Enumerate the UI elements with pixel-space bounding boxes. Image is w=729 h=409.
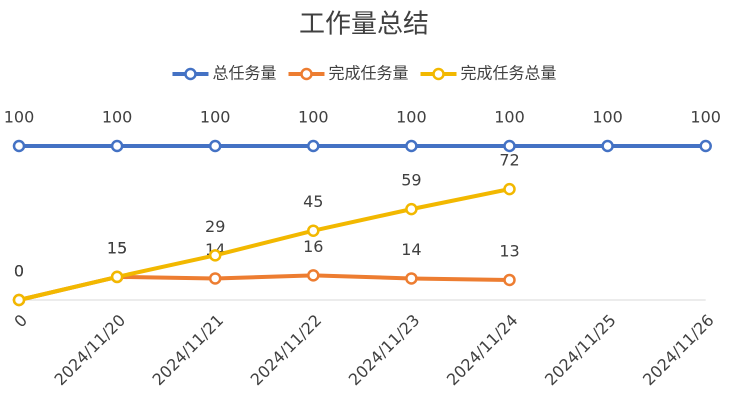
data-label: 29 — [205, 217, 225, 236]
x-tick-label: 2024/11/23 — [345, 311, 424, 390]
point — [12, 293, 26, 307]
x-tick-label: 2024/11/25 — [541, 311, 620, 390]
data-label: 100 — [298, 108, 329, 127]
x-tick-label: 0 — [10, 311, 31, 332]
data-label: 100 — [690, 108, 721, 127]
data-label: 100 — [200, 108, 231, 127]
point — [405, 202, 418, 216]
legend-marker — [432, 67, 445, 81]
data-label: 100 — [4, 108, 35, 127]
point — [208, 272, 222, 285]
point — [208, 139, 222, 153]
point — [12, 139, 26, 153]
data-label: 72 — [499, 151, 519, 170]
data-label: 15 — [107, 238, 127, 257]
data-label: 100 — [494, 108, 525, 127]
legend-marker — [300, 67, 313, 81]
x-tick-label: 2024/11/21 — [149, 311, 228, 390]
data-label: 14 — [401, 240, 421, 259]
data-label: 59 — [401, 171, 421, 190]
point — [405, 272, 418, 285]
series-line — [18, 273, 510, 302]
point — [208, 249, 222, 262]
x-tick-label: 2024/11/22 — [247, 311, 326, 390]
data-label: 100 — [396, 108, 427, 127]
point — [307, 224, 320, 237]
data-label: 100 — [592, 108, 623, 127]
data-label: 0 — [14, 262, 24, 281]
point — [601, 139, 614, 153]
point — [699, 139, 712, 153]
point — [307, 269, 320, 282]
data-label: 13 — [499, 241, 519, 260]
point — [503, 273, 516, 287]
point — [503, 182, 516, 196]
data-label: 15 — [107, 238, 127, 257]
x-tick-label: 2024/11/20 — [50, 311, 129, 390]
data-label: 16 — [303, 237, 323, 256]
point — [405, 139, 418, 153]
point — [307, 139, 320, 153]
legend: 总任务量 完成任务量 完成任务总量 — [172, 64, 557, 83]
data-label: 45 — [303, 192, 323, 211]
series-line — [18, 187, 510, 302]
x-tick-label: 2024/11/24 — [443, 311, 522, 390]
data-label: 0 — [14, 262, 24, 281]
point — [503, 139, 516, 153]
data-label: 100 — [102, 108, 133, 127]
legend-label: 完成任务量 — [328, 64, 408, 83]
chart-title: 工作量总结 — [299, 10, 429, 40]
legend-marker — [184, 67, 197, 81]
point — [110, 139, 124, 153]
x-tick-label: 2024/11/26 — [639, 311, 718, 390]
point — [110, 270, 124, 284]
legend-label: 总任务量 — [212, 64, 276, 83]
legend-label: 完成任务总量 — [461, 64, 557, 83]
